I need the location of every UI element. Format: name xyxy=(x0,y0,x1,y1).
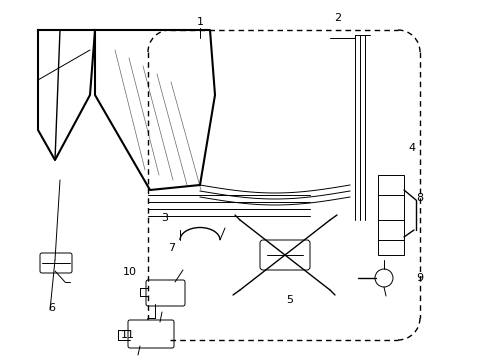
Text: 10: 10 xyxy=(123,267,137,277)
FancyBboxPatch shape xyxy=(128,320,174,348)
Text: 7: 7 xyxy=(169,243,175,253)
Text: 2: 2 xyxy=(335,13,342,23)
Text: 8: 8 xyxy=(416,193,423,203)
Bar xyxy=(378,175,404,255)
Text: 11: 11 xyxy=(121,330,135,340)
FancyBboxPatch shape xyxy=(146,280,185,306)
Text: 1: 1 xyxy=(196,17,203,27)
FancyBboxPatch shape xyxy=(260,240,310,270)
Text: 4: 4 xyxy=(409,143,416,153)
Text: 5: 5 xyxy=(287,295,294,305)
Text: 9: 9 xyxy=(416,273,423,283)
FancyBboxPatch shape xyxy=(40,253,72,273)
Text: 3: 3 xyxy=(162,213,169,223)
Text: 6: 6 xyxy=(49,303,55,313)
